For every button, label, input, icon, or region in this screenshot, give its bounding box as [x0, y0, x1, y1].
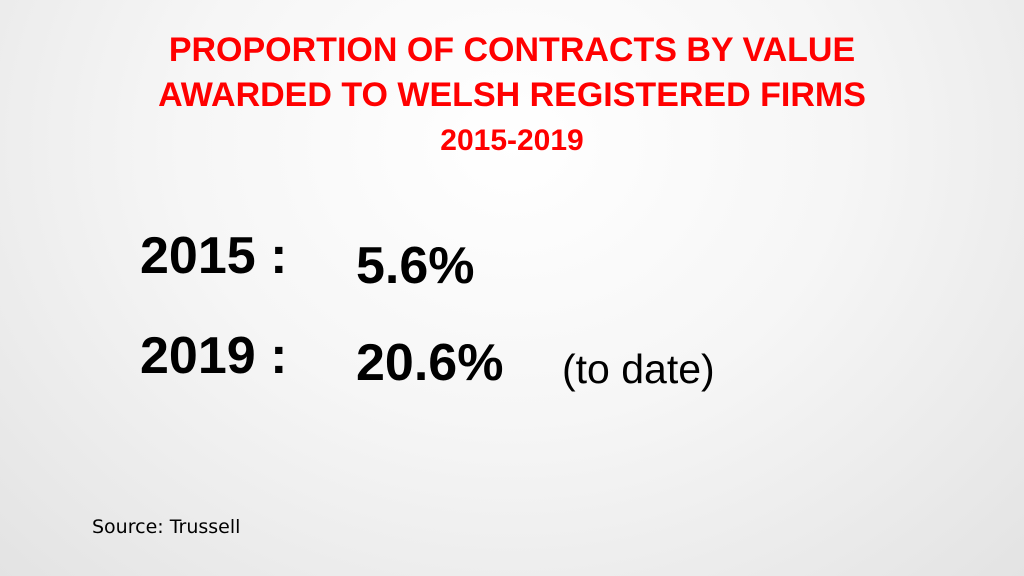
- value-2019: 20.6%: [356, 334, 504, 392]
- title-line-1: PROPORTION OF CONTRACTS BY VALUE: [168, 31, 856, 69]
- year-label-2019: 2019 :: [140, 327, 288, 385]
- source-note: Source: Trussell: [92, 516, 241, 538]
- title-line-2: AWARDED TO WELSH REGISTERED FIRMS: [158, 76, 866, 114]
- value-2015: 5.6%: [356, 237, 475, 295]
- year-label-2015: 2015 :: [140, 227, 288, 285]
- title-line-3: 2015-2019: [440, 124, 584, 157]
- slide-title: PROPORTION OF CONTRACTS BY VALUE AWARDED…: [40, 28, 984, 164]
- note-2019: (to date): [562, 346, 715, 392]
